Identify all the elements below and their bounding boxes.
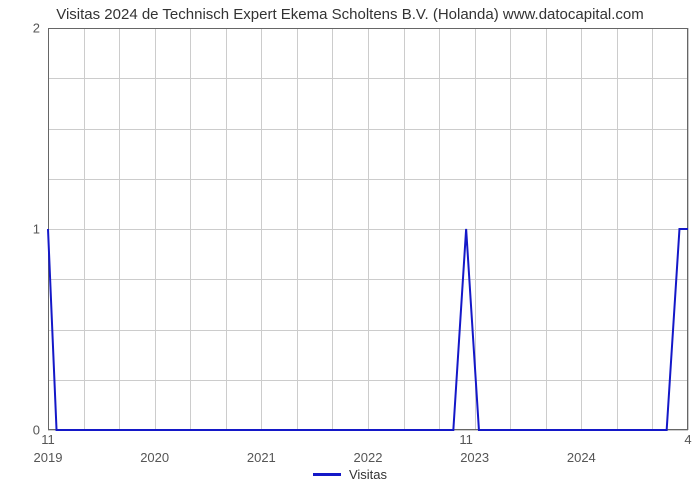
x-tick-label: 2021 (247, 430, 276, 465)
y-tick-label: 1 (33, 222, 48, 237)
data-label: 11 (41, 430, 55, 447)
gridline-vertical (688, 28, 689, 430)
data-label: 11 (459, 430, 473, 447)
plot-area: 01220192020202120222023202411114 (48, 28, 688, 430)
series-line (48, 28, 688, 430)
x-tick-label: 2022 (354, 430, 383, 465)
chart-container: Visitas 2024 de Technisch Expert Ekema S… (0, 0, 700, 500)
data-label: 4 (684, 430, 691, 447)
legend: Visitas (0, 466, 700, 482)
y-tick-label: 2 (33, 21, 48, 36)
legend-label: Visitas (349, 467, 387, 482)
x-tick-label: 2020 (140, 430, 169, 465)
chart-title: Visitas 2024 de Technisch Expert Ekema S… (0, 6, 700, 23)
legend-swatch (313, 473, 341, 476)
x-tick-label: 2024 (567, 430, 596, 465)
